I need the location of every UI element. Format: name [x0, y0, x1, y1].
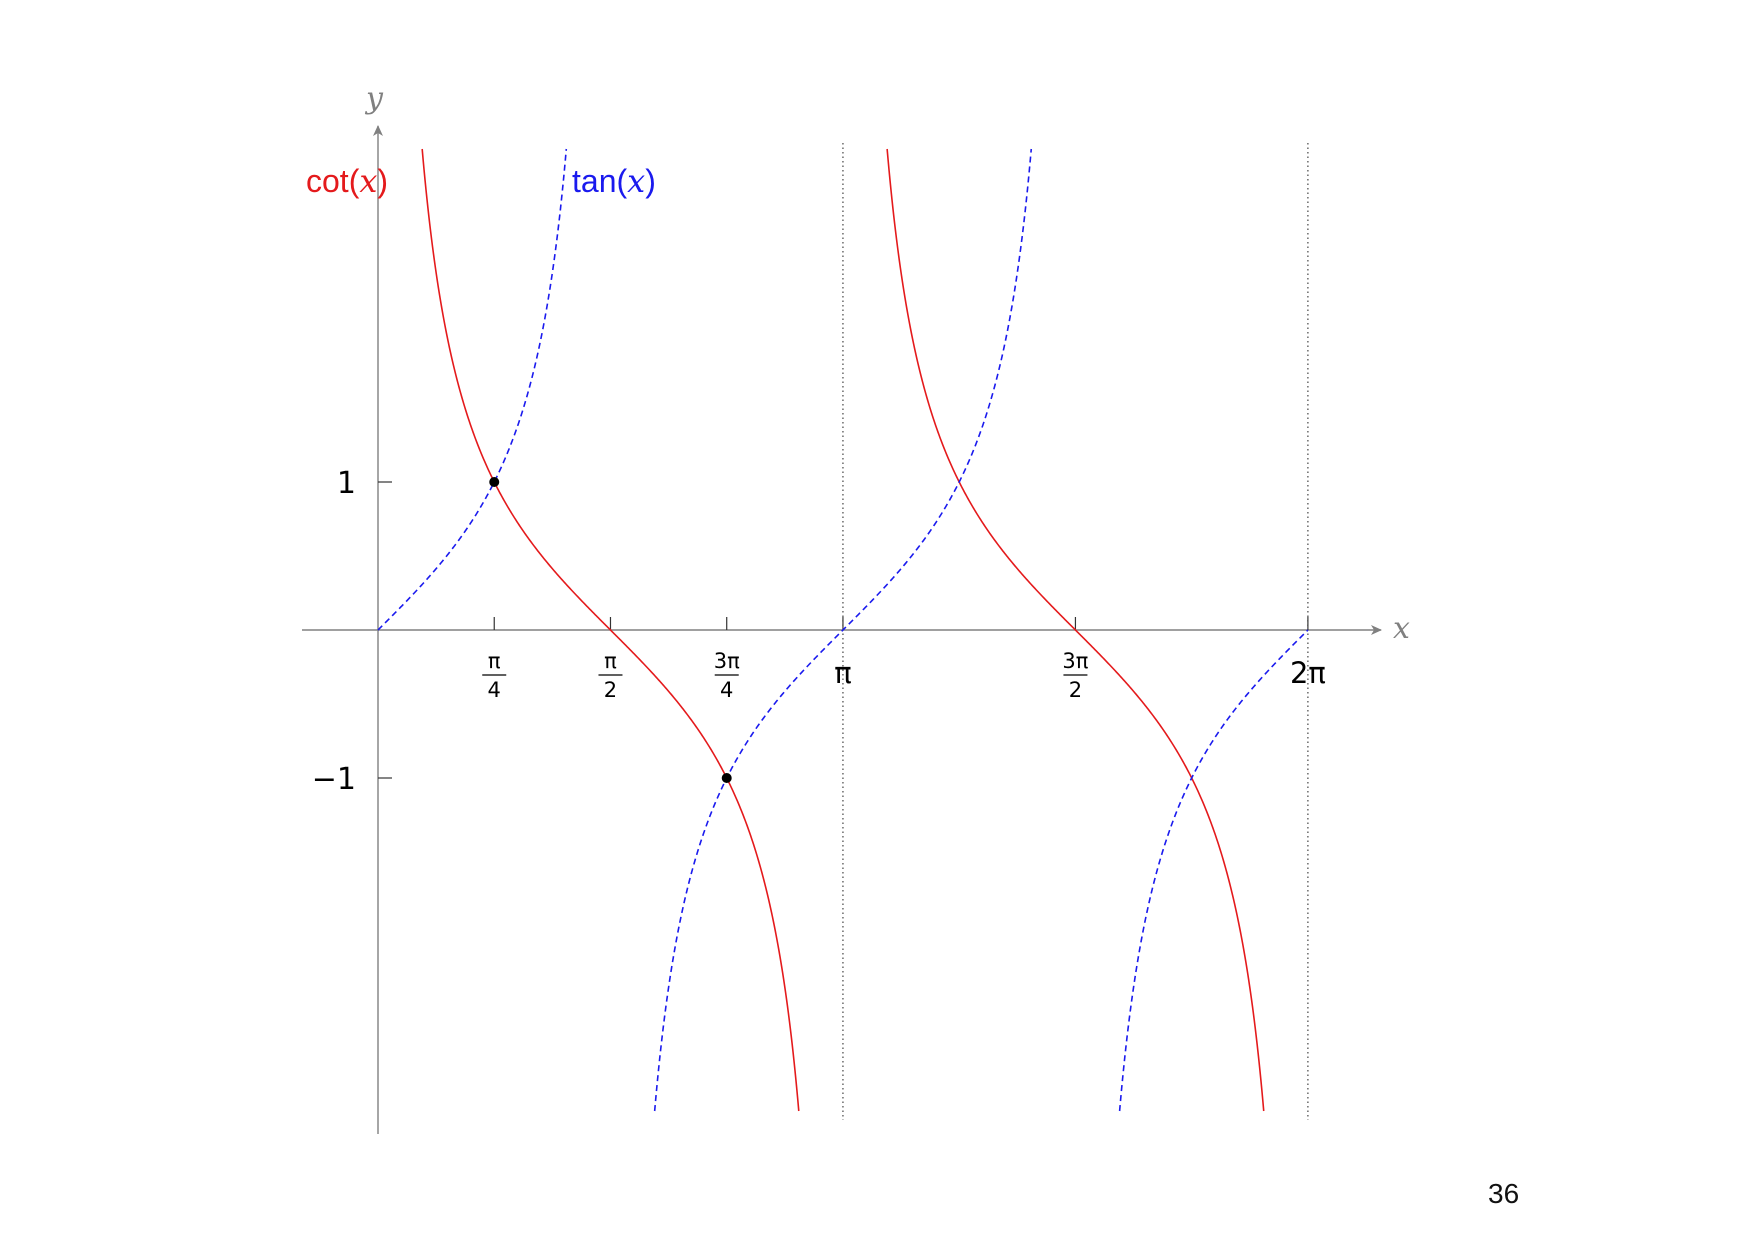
x-tick-label: π4	[482, 649, 506, 702]
x-tick-label-denominator: 2	[1069, 678, 1082, 702]
y-tick-label: 1	[337, 466, 356, 501]
tan-curve-branch	[378, 149, 566, 630]
series-label-close: )	[377, 163, 388, 199]
x-tick-label: π2	[598, 649, 622, 702]
x-axis-label: x	[1393, 611, 1410, 646]
x-tick-label: 3π2	[1062, 649, 1088, 702]
tan-curve-branch	[1120, 630, 1308, 1111]
intersection-point	[489, 477, 499, 487]
y-axis-label: y	[364, 81, 384, 116]
y-ticks: 1 −1	[312, 466, 392, 797]
tan-series-label: tan(x)	[572, 162, 656, 200]
series-labels: cot(x) tan(x)	[306, 162, 656, 200]
page-number: 36	[1488, 1178, 1519, 1210]
x-tick-label-denominator: 4	[488, 678, 501, 702]
series-label-fn: cot(	[306, 163, 360, 199]
x-tick-label-denominator: 4	[720, 678, 733, 702]
x-tick-label-numerator: 3π	[714, 649, 740, 673]
series-label-fn: tan(	[572, 163, 627, 199]
x-tick-label: 2π	[1290, 656, 1326, 690]
x-tick-label-numerator: π	[604, 649, 617, 673]
series-label-var: x	[359, 162, 377, 200]
intersection-point	[722, 773, 732, 783]
y-tick-label: −1	[312, 762, 356, 797]
cot-series-label: cot(x)	[306, 162, 388, 200]
asymptote-lines	[843, 143, 1308, 1120]
series-label-close: )	[645, 163, 656, 199]
x-tick-label-numerator: 3π	[1062, 649, 1088, 673]
x-tick-label: 3π4	[714, 649, 740, 702]
series-label-var: x	[627, 162, 645, 200]
x-tick-label: π	[834, 656, 851, 690]
x-tick-label-numerator: π	[488, 649, 501, 673]
x-tick-label-denominator: 2	[604, 678, 617, 702]
